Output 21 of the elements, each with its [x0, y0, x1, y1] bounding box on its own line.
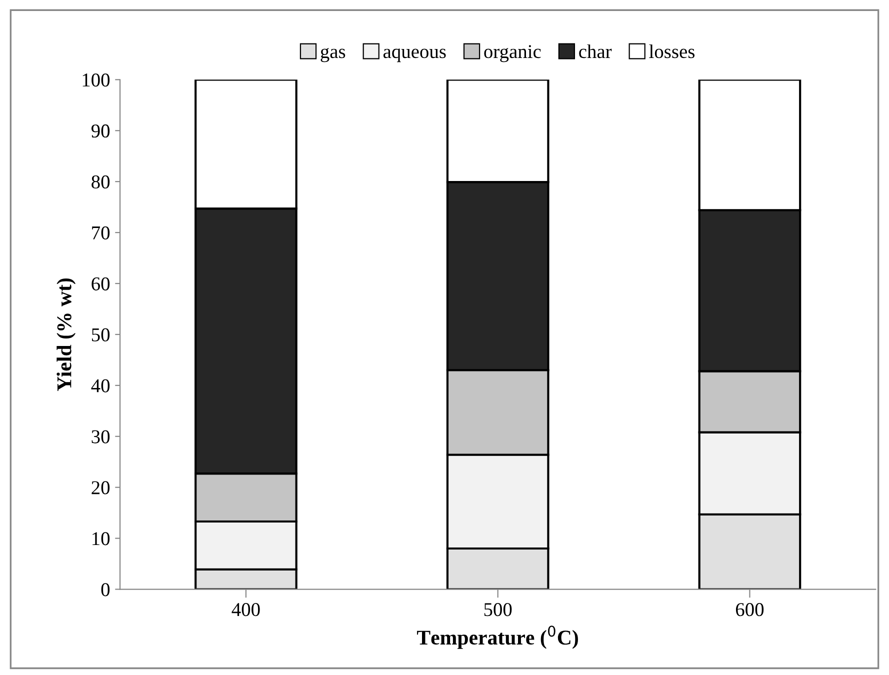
y-tick-label: 30	[92, 430, 110, 444]
y-tick-label: 70	[92, 226, 110, 240]
x-tick-label: 400	[232, 603, 260, 616]
y-tick-label: 50	[92, 328, 110, 342]
y-tick-label: 10	[92, 532, 110, 546]
y-tick-label: 60	[92, 277, 110, 290]
x-tick-label: 600	[736, 603, 764, 616]
x-axis-title: Temperature ($^{0}$C)	[417, 626, 578, 649]
y-tick-label: 100	[82, 73, 110, 87]
legend-label: organic	[484, 45, 541, 62]
x-tick-label: 500	[484, 603, 512, 616]
y-axis-title: Yield (% wt)	[56, 278, 76, 391]
y-tick-label: 0	[101, 583, 110, 596]
y-tick-label: 20	[92, 481, 110, 494]
legend-label: aqueous	[383, 48, 446, 62]
legend-label: char	[579, 44, 612, 58]
legend-label: losses	[649, 44, 695, 58]
y-tick-label: 40	[91, 379, 110, 392]
legend-label: gas	[320, 48, 346, 62]
y-tick-label: 80	[92, 175, 110, 189]
y-tick-label: 90	[91, 124, 110, 138]
